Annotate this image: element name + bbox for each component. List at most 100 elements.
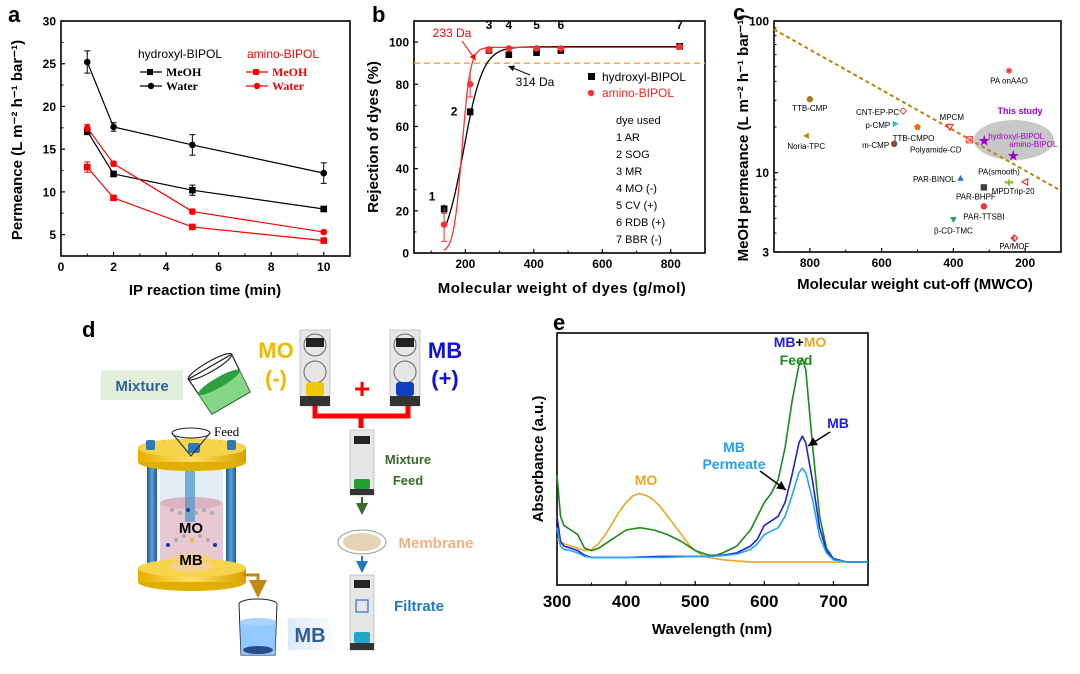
y-tick-label: 40 bbox=[396, 162, 410, 176]
series-line bbox=[86, 130, 324, 210]
mb-charge: (+) bbox=[431, 366, 459, 391]
annotation-feed-mb: MB bbox=[774, 334, 796, 350]
series-hydroxyl-bipol-water bbox=[83, 50, 328, 184]
cactus-stroke bbox=[1004, 180, 1014, 184]
crossbox-outline bbox=[965, 135, 974, 144]
arrow-mb-icon bbox=[807, 431, 831, 447]
triangle-marker bbox=[1020, 177, 1029, 187]
point-label: PA(smooth) bbox=[978, 168, 1020, 177]
data-point-par-ttsbi: PAR-TTSBI bbox=[963, 203, 1004, 221]
x-tick-label: 800 bbox=[800, 256, 820, 270]
data-point-par-binol: PAR-BINOL bbox=[913, 174, 964, 184]
series-b: 1 2 3 4 5 6 7 233 Da 314 Da bbox=[414, 18, 705, 251]
legend-hydroxyl-water: Water bbox=[140, 79, 199, 93]
legend-label: Water bbox=[272, 79, 305, 93]
legend-label: MeOH bbox=[272, 65, 308, 79]
legend-label: Water bbox=[166, 79, 199, 93]
mo-vial-photo bbox=[299, 329, 331, 407]
square-marker bbox=[110, 194, 117, 202]
square-marker bbox=[466, 108, 474, 115]
point-label: 1 bbox=[429, 190, 436, 204]
data-point-pa-onaao: PA onAAO bbox=[990, 67, 1028, 86]
annotation-mb-permeate-line1: MB bbox=[723, 439, 745, 455]
y-axis-title-c: MeOH permeance (L m⁻² h⁻¹ bar⁻¹) bbox=[735, 15, 752, 262]
circle-marker bbox=[320, 169, 328, 177]
this-study-label: This study bbox=[997, 106, 1042, 116]
data-point--cd-tmc: β-CD-TMC bbox=[934, 217, 973, 236]
star-marker bbox=[978, 134, 990, 146]
data-point-mpdtrip-20: MPDTrip-20 bbox=[992, 177, 1035, 196]
circle-marker bbox=[320, 228, 328, 236]
x-tick-label: 8 bbox=[268, 260, 275, 274]
square-marker-icon bbox=[253, 69, 259, 75]
triangle-marker bbox=[892, 120, 899, 128]
plus-icon: + bbox=[354, 373, 370, 404]
series-line bbox=[86, 61, 324, 174]
square-marker bbox=[83, 163, 91, 171]
circle-marker bbox=[440, 221, 448, 228]
x-tick-label: 400 bbox=[524, 257, 544, 271]
point-label: PAR-BHPF bbox=[956, 192, 996, 201]
circle-marker bbox=[980, 203, 988, 210]
plot-frame-e bbox=[556, 332, 869, 586]
x-tick-label: 200 bbox=[455, 257, 475, 271]
legend-b-hydroxyl: hydroxyl-BIPOL bbox=[588, 70, 686, 84]
x-tick-label: 6 bbox=[215, 260, 222, 274]
circle-marker bbox=[505, 45, 513, 52]
arrow-233-icon bbox=[461, 40, 477, 61]
mixture-feed-label-line2: Feed bbox=[393, 473, 423, 488]
panel-letter-e: e bbox=[553, 310, 565, 335]
point-label: p-CMP bbox=[865, 121, 890, 130]
legend-title-amino: amino-BIPOL bbox=[247, 47, 319, 61]
annotation-314-da: 314 Da bbox=[516, 75, 555, 89]
circle-marker bbox=[189, 208, 196, 215]
y-axis-title-b: Rejection of dyes (%) bbox=[365, 61, 382, 213]
series-line bbox=[86, 127, 324, 233]
y-tick-label: 80 bbox=[396, 78, 410, 92]
point-label: 7 bbox=[676, 18, 683, 32]
y-tick-label: 3 bbox=[762, 246, 769, 260]
mo-charge: (-) bbox=[265, 366, 287, 391]
point-label: Noria-TPC bbox=[787, 142, 825, 151]
funnel-icon bbox=[171, 427, 211, 457]
x-tick-label: 0 bbox=[58, 260, 65, 274]
x-tick-label: 4 bbox=[163, 260, 170, 274]
triangle-marker bbox=[950, 217, 957, 223]
panel-letter-a: a bbox=[8, 2, 21, 27]
series-line bbox=[86, 166, 324, 242]
x-axis-title-e: Wavelength (nm) bbox=[652, 621, 772, 638]
mixture-feed-vial-photo bbox=[349, 429, 375, 496]
annotation-233-da: 233 Da bbox=[433, 26, 472, 40]
point-label: MPDTrip-20 bbox=[992, 187, 1035, 196]
x-axis-title-a: IP reaction time (min) bbox=[129, 282, 281, 299]
mb-vial-photo bbox=[389, 329, 421, 407]
point-label: PA onAAO bbox=[990, 77, 1028, 86]
series-e bbox=[556, 357, 868, 563]
point-label: hydroxyl-BIPOL bbox=[988, 132, 1045, 141]
data-point-polyamide-cd: Polyamide-CD bbox=[910, 135, 974, 155]
arrow-permeate-icon bbox=[759, 470, 787, 491]
x-tick-label: 200 bbox=[1015, 256, 1035, 270]
dye-list-item: 7 BBR (-) bbox=[616, 234, 662, 246]
plot-frame-b bbox=[413, 20, 706, 254]
mb-label-box bbox=[288, 618, 338, 650]
point-label: Polyamide-CD bbox=[910, 146, 962, 155]
data-point-ttb-cmp: TTB-CMP bbox=[792, 96, 828, 113]
diamond-marker bbox=[899, 106, 908, 116]
square-marker bbox=[189, 186, 196, 194]
mixture-feed-label-line1: Mixture bbox=[385, 452, 431, 467]
y-tick-label: 100 bbox=[749, 15, 769, 29]
dye-list-item: 1 AR bbox=[616, 132, 640, 144]
square-marker bbox=[533, 49, 540, 56]
this-study-highlight bbox=[974, 120, 1054, 160]
data-point-noria-tpc: Noria-TPC bbox=[787, 132, 825, 151]
circle-marker bbox=[110, 160, 117, 168]
spectrum-mo bbox=[556, 492, 868, 563]
circle-marker bbox=[676, 43, 683, 51]
panel-letter-d: d bbox=[82, 317, 95, 342]
mixture-label: Mixture bbox=[115, 378, 168, 395]
point-label: MPCM bbox=[940, 113, 965, 122]
circle-marker-icon bbox=[587, 89, 595, 97]
series-amino-bipol bbox=[440, 43, 683, 242]
legend-label: hydroxyl-BIPOL bbox=[602, 70, 686, 84]
